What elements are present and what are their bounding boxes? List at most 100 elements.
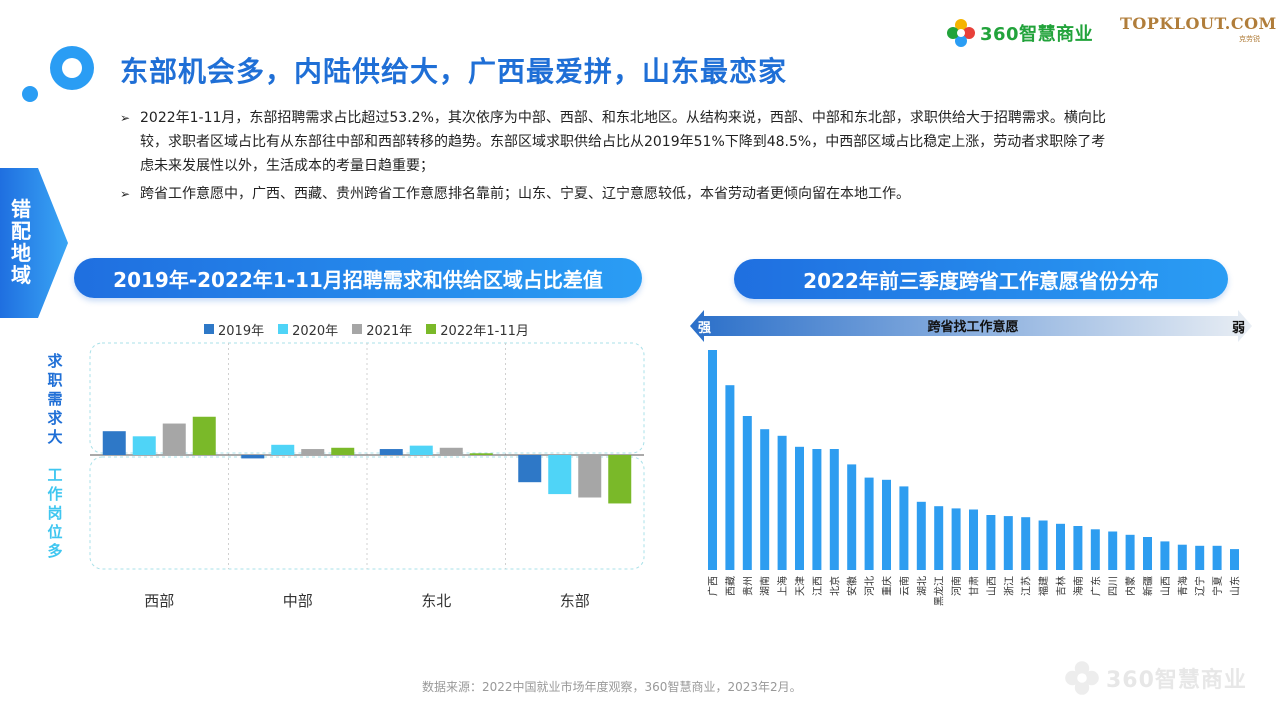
bar-东北-2022年1-11月 <box>469 453 493 455</box>
province-label: 广东 <box>1089 576 1102 596</box>
province-label: 福建 <box>1037 576 1050 596</box>
bar-山西 <box>986 515 996 570</box>
bar-新疆 <box>1143 537 1152 570</box>
legend-item: 2019年 <box>204 320 264 339</box>
province-label: 上海 <box>776 576 789 596</box>
legend-label: 2022年1-11月 <box>440 323 529 339</box>
legend-item: 2020年 <box>278 320 338 339</box>
province-label: 吉林 <box>1055 576 1068 596</box>
bar-广东 <box>1090 529 1100 570</box>
legend-label: 2020年 <box>292 323 339 339</box>
willingness-arrow <box>690 310 1252 342</box>
bar-海南 <box>1073 526 1083 570</box>
bar-甘肃 <box>969 509 978 570</box>
bar-贵州 <box>742 416 752 570</box>
strong-label: 强 <box>698 321 711 336</box>
province-label: 西藏 <box>725 576 737 596</box>
province-label: 天津 <box>795 576 807 596</box>
bar-湖北 <box>916 501 926 570</box>
bar-中部-2021年 <box>301 449 325 455</box>
bar-青海 <box>1177 544 1187 570</box>
province-label: 山东 <box>1229 576 1242 596</box>
label-jobs-many: 工作岗位多 <box>47 466 63 560</box>
province-label: 云南 <box>898 576 911 596</box>
bar-宁夏 <box>1212 545 1222 570</box>
bar-西部-2020年 <box>132 436 156 455</box>
bar-福建 <box>1038 520 1048 570</box>
bar-辽宁 <box>1195 545 1205 570</box>
bar-上海 <box>777 435 787 570</box>
province-willingness-bar-chart: 强 跨省找工作意愿 弱广西 西藏 贵州 湖南 上海 天津 江西 北京 安徽 河北 重庆 云南 湖北 黑龙江 河南… <box>690 310 1252 606</box>
province-label: 甘肃 <box>968 576 981 596</box>
legend-swatch <box>426 324 437 334</box>
bar-湖南 <box>760 429 770 570</box>
province-label: 青海 <box>1176 576 1189 596</box>
province-label: 湖北 <box>916 576 928 596</box>
bar-黑龙江 <box>934 506 944 570</box>
province-label: 浙江 <box>1003 576 1015 596</box>
bar-浙江 <box>1003 516 1013 570</box>
label-demand-high: 求职需求大 <box>47 352 63 446</box>
bar-西藏 <box>725 385 735 570</box>
brand-360-logo: 360智慧商业 <box>946 16 1093 50</box>
province-label: 山西 <box>986 576 998 596</box>
watermark: 360智慧商业 <box>1064 658 1264 698</box>
province-label: 北京 <box>828 576 841 596</box>
region-diff-bar-chart: 西部 中部 东北 东部 <box>89 342 645 610</box>
bullet-item: ➢ 2022年1-11月，东部招聘需求占比超过53.2%，其次依序为中部、西部、… <box>120 106 1110 178</box>
province-label: 海南 <box>1072 576 1085 596</box>
data-source: 数据来源：2022中国就业市场年度观察，360智慧商业，2023年2月。 <box>422 680 802 694</box>
brand-360-text: 360智慧商业 <box>980 24 1094 45</box>
legend-swatch <box>278 324 289 334</box>
bar-江西 <box>812 449 822 570</box>
side-tab: 错配地域 <box>0 168 70 318</box>
province-label: 江苏 <box>1020 576 1033 596</box>
province-label: 宁夏 <box>1211 576 1224 596</box>
bar-东北-2019年 <box>379 449 403 455</box>
bar-东部-2020年 <box>548 455 572 495</box>
bullet-arrow-icon: ➢ <box>120 187 131 201</box>
bar-内蒙 <box>1125 534 1135 570</box>
province-label: 黑龙江 <box>933 576 946 606</box>
legend-item: 2022年1-11月 <box>426 320 529 339</box>
bar-吉林 <box>1056 523 1065 570</box>
bar-山东 <box>1230 549 1239 570</box>
bar-天津 <box>795 446 804 570</box>
bar-西部-2019年 <box>102 431 126 455</box>
bar-中部-2022年1-11月 <box>331 447 355 455</box>
bar-安徽 <box>847 464 857 570</box>
province-label: 湖南 <box>759 576 772 596</box>
bar-四川 <box>1108 531 1118 570</box>
bar-东北-2020年 <box>409 445 433 455</box>
province-label: 山西 <box>1160 576 1172 596</box>
bar-云南 <box>899 486 909 570</box>
legend-label: 2021年 <box>366 323 413 339</box>
bar-中部-2019年 <box>241 455 265 459</box>
bar-西部-2021年 <box>162 423 186 455</box>
bar-江苏 <box>1021 517 1031 570</box>
province-label: 广西 <box>708 576 720 596</box>
legend-swatch <box>204 324 214 334</box>
bar-重庆 <box>882 479 891 570</box>
legend-swatch <box>352 324 363 334</box>
arrow-label: 跨省找工作意愿 <box>927 319 1018 335</box>
bullet-item: ➢ 跨省工作意愿中，广西、西藏、贵州跨省工作意愿排名靠前；山东、宁夏、辽宁意愿较… <box>120 182 1110 206</box>
brand-topklout-logo: TOPKLOUT.COM 克劳锐 <box>1120 14 1277 48</box>
province-label: 新疆 <box>1142 576 1155 596</box>
province-label: 内蒙 <box>1124 576 1137 596</box>
bullet-arrow-icon: ➢ <box>120 111 131 125</box>
bar-广西 <box>708 350 717 570</box>
weak-label: 弱 <box>1232 320 1245 336</box>
side-tab-label: 错配地域 <box>11 197 31 287</box>
bar-东部-2022年1-11月 <box>608 455 632 504</box>
bar-东部-2019年 <box>518 455 542 483</box>
watermark-flower-icon <box>1065 661 1099 695</box>
province-label: 重庆 <box>881 576 894 596</box>
chart-legend: 2019年 2020年 2021年 2022年1-11月 <box>204 320 529 339</box>
province-label: 贵州 <box>741 576 754 596</box>
bar-河北 <box>864 477 874 570</box>
brand-topklout-text: TOPKLOUT.COM <box>1120 14 1277 33</box>
province-label: 河南 <box>950 576 963 596</box>
flower-icon <box>947 19 975 47</box>
bar-中部-2020年 <box>271 444 295 455</box>
